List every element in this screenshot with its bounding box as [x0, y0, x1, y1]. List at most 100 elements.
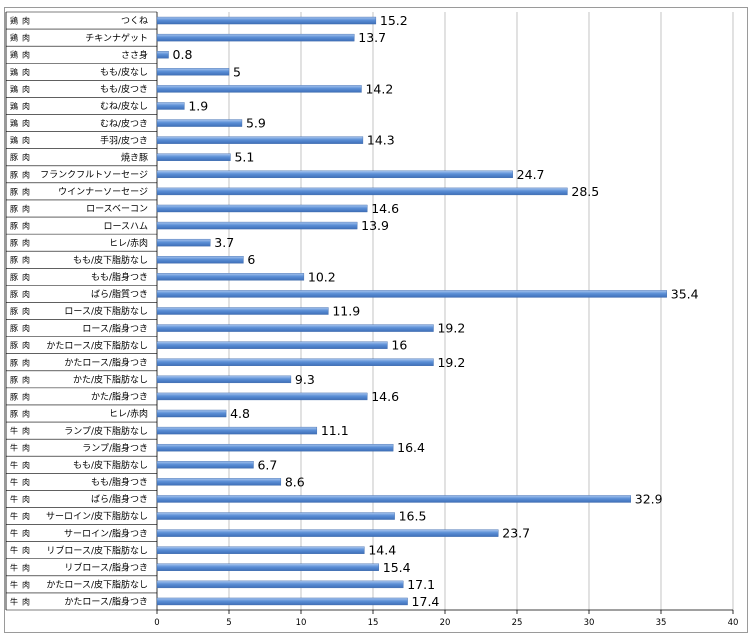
category-label: かたロース/皮下脂肪なし	[46, 339, 148, 351]
category-group-label: 牛肉	[10, 460, 34, 470]
category-group-label: 牛肉	[10, 443, 34, 453]
category-label: リブロース/皮下脂肪なし	[46, 544, 148, 556]
category-group-label: 鶏肉	[10, 84, 34, 94]
category-label: もも/皮下脂肪なし	[73, 459, 148, 471]
bar-value-label: 14.3	[367, 133, 395, 148]
category-group-label: 豚肉	[10, 272, 34, 282]
data-bar	[156, 102, 185, 110]
bar-value-label: 16.5	[399, 509, 427, 524]
category-group-label: 牛肉	[10, 596, 34, 606]
category-label: ささ身	[121, 49, 148, 61]
category-group-label: 豚肉	[10, 340, 34, 350]
data-bar	[156, 478, 282, 486]
category-group-label: 鶏肉	[10, 101, 34, 111]
x-tick-label: 35	[656, 618, 667, 628]
data-bar	[156, 256, 244, 264]
category-label: 焼き豚	[121, 152, 148, 163]
data-bar	[156, 16, 377, 25]
bar-value-label: 35.4	[671, 286, 699, 301]
category-label: もも/皮下脂肪なし	[73, 254, 148, 266]
bar-value-label: 6	[247, 252, 255, 267]
data-bar	[156, 85, 362, 93]
category-group-label: 鶏肉	[10, 50, 34, 60]
data-bar	[156, 341, 388, 349]
category-group-label: 豚肉	[10, 391, 34, 401]
data-bar	[156, 546, 365, 554]
bar-value-label: 3.7	[214, 235, 234, 250]
x-tick-label: 25	[512, 618, 523, 628]
category-group-label: 牛肉	[10, 494, 34, 504]
data-bar	[156, 324, 434, 332]
bar-value-label: 13.7	[358, 30, 386, 45]
category-label: ヒレ/赤肉	[109, 408, 148, 420]
bar-value-label: 4.8	[230, 406, 250, 421]
category-label: ロース/皮下脂肪なし	[64, 305, 148, 317]
bar-value-label: 16	[391, 338, 407, 353]
bar-value-label: 5.1	[234, 150, 254, 165]
bar-value-label: 17.1	[407, 577, 435, 592]
category-label: ウインナーソーセージ	[58, 187, 148, 198]
category-group-label: 牛肉	[10, 562, 34, 572]
category-label: かた/皮下脂肪なし	[73, 374, 148, 386]
bar-value-label: 5	[233, 64, 241, 79]
data-bar	[156, 307, 329, 315]
data-bar	[156, 204, 368, 213]
category-group-label: 豚肉	[10, 238, 34, 248]
x-tick-label: 0	[154, 618, 159, 628]
data-bar	[156, 290, 667, 298]
x-tick-label: 5	[226, 618, 231, 628]
chart-frame	[4, 7, 748, 633]
bar-value-label: 19.2	[437, 321, 465, 336]
bar-value-label: 19.2	[437, 355, 465, 370]
category-group-label: 豚肉	[10, 306, 34, 316]
category-group-label: 鶏肉	[10, 33, 34, 43]
category-group-label: 鶏肉	[10, 135, 34, 145]
category-label: サーロイン/皮下脂肪なし	[46, 510, 148, 522]
bar-value-label: 10.2	[308, 269, 336, 284]
category-group-label: 鶏肉	[10, 118, 34, 128]
category-group-label: 豚肉	[10, 409, 34, 419]
category-group-label: 牛肉	[10, 426, 34, 436]
category-label: ランプ/脂身つき	[82, 442, 148, 454]
bar-value-label: 23.7	[502, 526, 530, 541]
x-tick-label: 10	[296, 618, 307, 628]
data-bar	[156, 221, 358, 230]
data-bar	[156, 358, 434, 366]
category-label: かたロース/脂身つき	[64, 356, 148, 368]
category-label: ランプ/皮下脂肪なし	[64, 425, 148, 437]
category-group-label: 牛肉	[10, 528, 34, 538]
bar-value-label: 0.8	[173, 47, 193, 62]
category-label: チキンナゲット	[85, 32, 148, 44]
category-label: かたロース/脂身つき	[64, 596, 148, 608]
category-label: リブロース/脂身つき	[64, 561, 148, 573]
data-bar	[156, 529, 499, 537]
category-group-label: 豚肉	[10, 186, 34, 196]
bar-value-label: 14.2	[365, 81, 393, 96]
category-label: もも/皮なし	[100, 66, 148, 78]
category-group-label: 鶏肉	[10, 67, 34, 77]
data-bar	[156, 33, 355, 42]
category-label: ロース/脂身つき	[82, 322, 148, 334]
bar-value-label: 6.7	[257, 457, 277, 472]
bar-value-label: 5.9	[246, 116, 266, 131]
category-label: サーロイン/脂身つき	[64, 527, 148, 539]
bar-value-label: 24.7	[517, 167, 545, 182]
category-group-label: 豚肉	[10, 289, 34, 299]
category-group-label: 牛肉	[10, 545, 34, 555]
bar-value-label: 14.6	[371, 201, 399, 216]
category-group-label: 豚肉	[10, 221, 34, 231]
category-group-label: 豚肉	[10, 169, 34, 179]
x-tick-label: 40	[728, 618, 739, 628]
data-bar	[156, 187, 568, 196]
category-label: もも/脂身つき	[91, 271, 148, 283]
category-label: むね/皮つき	[100, 117, 148, 129]
category-label: むね/皮なし	[100, 100, 148, 112]
data-bar	[156, 563, 379, 571]
bar-value-label: 16.4	[397, 440, 425, 455]
category-group-label: 鶏肉	[10, 16, 34, 26]
data-bar	[156, 51, 169, 59]
data-bar	[156, 238, 211, 247]
data-bar	[156, 443, 394, 452]
x-tick-label: 15	[368, 618, 379, 628]
